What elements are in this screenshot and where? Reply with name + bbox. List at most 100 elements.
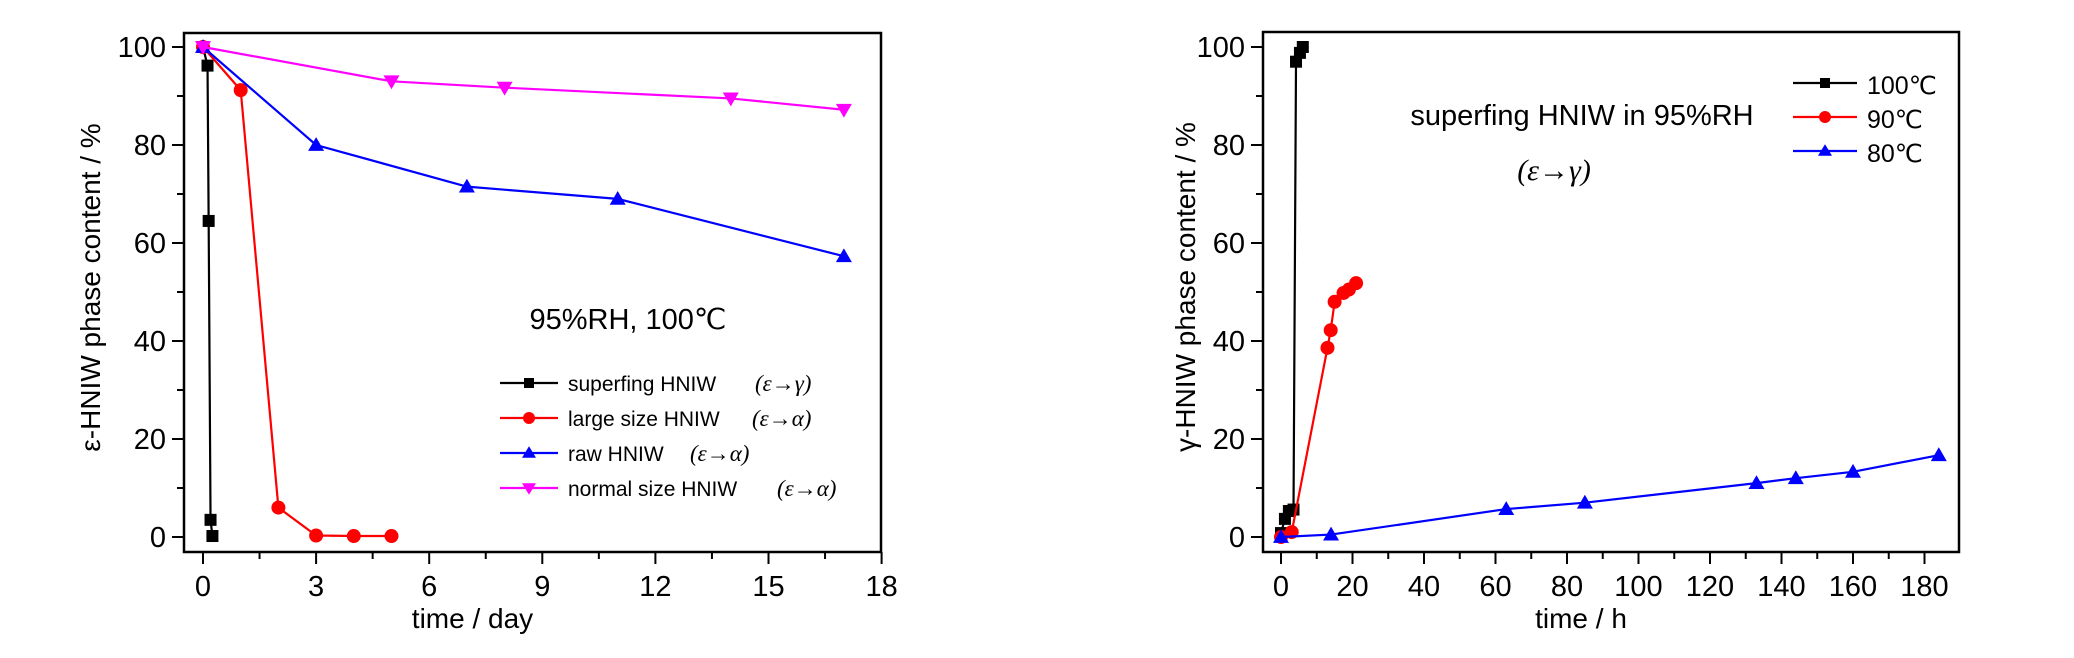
x-axis-title: time / day bbox=[412, 603, 533, 634]
y-tick-label: 0 bbox=[1229, 522, 1245, 554]
data-point bbox=[458, 178, 475, 193]
x-tick-label: 60 bbox=[1479, 571, 1511, 603]
data-point bbox=[1576, 494, 1593, 509]
series-line bbox=[1280, 282, 1357, 539]
legend-label: 90℃ bbox=[1867, 106, 1923, 134]
legend-title: 95%RH, 100℃ bbox=[530, 304, 727, 336]
legend-label: raw HNIW bbox=[568, 443, 664, 466]
data-point bbox=[835, 248, 852, 263]
data-point bbox=[202, 214, 215, 227]
data-point bbox=[195, 41, 211, 55]
chart-panel-right: 0 20 40 60 80 100 0 20 40 60 80 100 120 140 160 180 time… bbox=[1170, 30, 1961, 634]
y-axis-title: γ-HNIW phase content / % bbox=[1170, 122, 1201, 452]
series-superfing-hniw bbox=[197, 41, 219, 543]
x-tick-label: 100 bbox=[1614, 571, 1662, 603]
y-tick-label: 80 bbox=[1213, 130, 1245, 162]
legend-label: 80℃ bbox=[1867, 140, 1923, 168]
data-point bbox=[309, 528, 324, 543]
x-tick-label: 160 bbox=[1829, 571, 1877, 603]
legend: 100℃ 90℃ 80℃ bbox=[1793, 72, 1937, 168]
annotation-transition: (ε→γ) bbox=[1517, 154, 1591, 187]
series-100- bbox=[1275, 41, 1309, 540]
legend-transition: (ε→α) bbox=[690, 441, 749, 466]
legend-marker bbox=[1819, 111, 1831, 123]
legend-marker bbox=[524, 378, 534, 388]
data-point bbox=[496, 81, 513, 96]
data-point bbox=[1930, 447, 1947, 462]
series-line bbox=[202, 45, 845, 111]
data-point bbox=[1290, 55, 1303, 68]
y-tick-label: 80 bbox=[134, 130, 166, 162]
data-point bbox=[384, 529, 399, 544]
legend-marker bbox=[522, 483, 536, 495]
data-point bbox=[233, 83, 248, 98]
series-line bbox=[202, 46, 392, 538]
annotation: superfing HNIW in 95%RH (ε→γ) bbox=[1410, 100, 1753, 187]
x-tick-label: 80 bbox=[1551, 571, 1583, 603]
legend-marker bbox=[1818, 144, 1832, 156]
data-point bbox=[835, 103, 852, 118]
data-point bbox=[1787, 470, 1804, 485]
series-line bbox=[201, 46, 214, 537]
data-point bbox=[201, 59, 214, 72]
series-80- bbox=[1273, 447, 1947, 543]
data-point bbox=[722, 92, 739, 107]
x-tick-label: 180 bbox=[1900, 571, 1948, 603]
x-axis-title: time / h bbox=[1535, 603, 1627, 634]
x-tick-label: 18 bbox=[865, 571, 897, 603]
legend-transition: (ε→α) bbox=[777, 476, 836, 501]
data-point bbox=[1296, 41, 1309, 53]
x-tick-label: 0 bbox=[1273, 571, 1289, 603]
x-tick-label: 20 bbox=[1336, 571, 1368, 603]
series-line bbox=[1279, 46, 1304, 534]
series-90- bbox=[1274, 276, 1364, 544]
y-tick-label: 100 bbox=[1197, 32, 1245, 64]
annotation-title: superfing HNIW in 95%RH bbox=[1410, 100, 1753, 132]
y-tick-label: 20 bbox=[134, 424, 166, 456]
data-point bbox=[1845, 463, 1861, 478]
legend-label: large size HNIW bbox=[568, 408, 720, 431]
x-tick-label: 40 bbox=[1408, 571, 1440, 603]
data-point bbox=[271, 500, 286, 515]
y-axis-title: ε-HNIW phase content / % bbox=[75, 123, 106, 451]
data-point bbox=[308, 137, 325, 151]
data-point bbox=[1498, 501, 1515, 515]
data-point bbox=[383, 75, 400, 90]
x-tick-label: 15 bbox=[752, 571, 784, 603]
data-point bbox=[1327, 294, 1342, 309]
y-tick-label: 60 bbox=[134, 228, 166, 260]
data-point bbox=[206, 530, 219, 543]
legend-label: superfing HNIW bbox=[568, 373, 716, 396]
chart-panel-left: 0 20 40 60 80 100 0 3 6 9 12 15 18 time / day ε-HNIW p… bbox=[75, 31, 898, 634]
x-tick-label: 120 bbox=[1686, 571, 1734, 603]
x-tick-label: 12 bbox=[639, 571, 671, 603]
y-tick-label: 40 bbox=[1213, 326, 1245, 358]
x-tick-label: 140 bbox=[1757, 571, 1805, 603]
series-line bbox=[202, 46, 845, 258]
legend-label: normal size HNIW bbox=[568, 478, 737, 501]
y-tick-label: 20 bbox=[1213, 424, 1245, 456]
legend-marker bbox=[523, 412, 535, 424]
legend-transition: (ε→α) bbox=[752, 406, 811, 431]
series-raw-hniw bbox=[195, 39, 852, 263]
x-tick-label: 0 bbox=[195, 571, 211, 603]
series-normal-size-hniw bbox=[195, 41, 852, 118]
legend-label: 100℃ bbox=[1867, 72, 1937, 100]
data-point bbox=[1748, 475, 1765, 489]
x-tick-label: 9 bbox=[534, 571, 550, 603]
y-tick-label: 60 bbox=[1213, 228, 1245, 260]
legend-marker bbox=[522, 446, 536, 458]
legend-marker bbox=[1820, 78, 1830, 88]
plot-frame bbox=[182, 31, 883, 554]
legend: 95%RH, 100℃ superfing HNIW (ε→γ) large size… bbox=[500, 304, 836, 501]
x-tick-label: 6 bbox=[421, 571, 437, 603]
data-point bbox=[1323, 323, 1338, 338]
data-point bbox=[609, 191, 626, 205]
series-large-size-hniw bbox=[196, 40, 399, 544]
y-tick-label: 40 bbox=[134, 326, 166, 358]
data-point bbox=[204, 513, 217, 526]
data-point bbox=[1320, 340, 1335, 355]
data-point bbox=[1323, 526, 1340, 541]
legend-transition: (ε→γ) bbox=[755, 371, 811, 396]
